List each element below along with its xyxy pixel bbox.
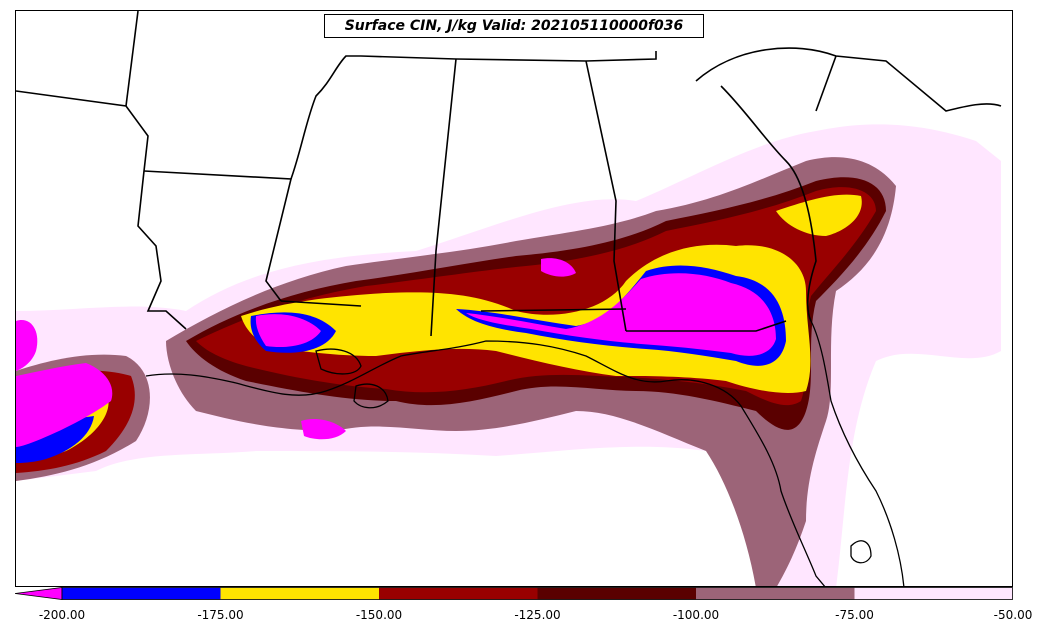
colorbar-outline: [61, 587, 1013, 600]
coastline: [145, 320, 905, 586]
colorbar-tick-label: -50.00: [993, 608, 1033, 622]
colorbar-bin: [62, 587, 221, 600]
colorbar-tick-label: -125.00: [514, 608, 561, 622]
colorbar-extend-min: [15, 587, 63, 600]
map-panel: [15, 10, 1013, 587]
colorbar-bin: [696, 587, 855, 600]
colorbar-bin: [220, 587, 379, 600]
colorbar-tick-label: -100.00: [672, 608, 720, 622]
colorbar-tick-label: -175.00: [197, 608, 244, 622]
cin-contour-magenta: [16, 258, 776, 447]
colorbar-tick-label: -150.00: [355, 608, 403, 622]
cin-field-map: [16, 11, 1002, 586]
colorbar-tick-label: -200.00: [38, 608, 86, 622]
colorbar-bin: [854, 587, 1013, 600]
colorbar: [15, 587, 1013, 600]
colorbar-bin: [379, 587, 538, 600]
map-title: Surface CIN, J/kg Valid: 202105110000f03…: [324, 14, 704, 38]
colorbar-bin: [537, 587, 696, 600]
colorbar-tick-label: -75.00: [835, 608, 874, 622]
state-boundaries: [16, 11, 1002, 337]
